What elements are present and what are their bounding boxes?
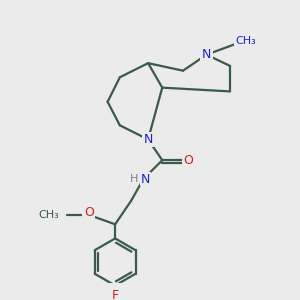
Text: O: O: [84, 206, 94, 218]
Text: N: N: [202, 48, 211, 61]
Text: N: N: [141, 172, 150, 186]
Text: N: N: [143, 133, 153, 146]
Text: H: H: [130, 174, 138, 184]
Text: O: O: [184, 154, 194, 167]
Text: CH₃: CH₃: [236, 35, 256, 46]
Text: CH₃: CH₃: [39, 210, 59, 220]
Text: F: F: [112, 290, 119, 300]
